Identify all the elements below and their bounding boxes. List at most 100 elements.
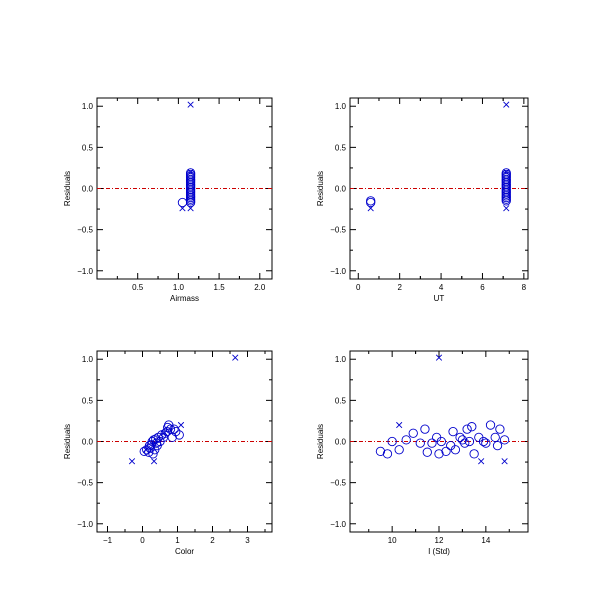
tick-marks: [97, 351, 272, 532]
y-axis-label: Residuals: [316, 424, 325, 459]
cross-marker: [187, 101, 194, 108]
circle-marker: [375, 446, 386, 457]
cross-marker: [396, 421, 403, 429]
panel-i-std: 10 12 14 −1.0 −0.5 0.0 0.5 1.0 I (Std) Residual…: [316, 350, 529, 556]
data-points: [128, 354, 239, 465]
circle-marker: [434, 449, 444, 459]
cross-marker: [435, 354, 443, 361]
y-tick-label: 1.0: [335, 355, 347, 364]
y-tick-label: 1.0: [335, 102, 347, 111]
circle-marker: [174, 430, 184, 440]
cross-marker: [503, 168, 510, 176]
circle-marker: [441, 446, 451, 457]
cross-marker: [142, 446, 150, 453]
x-tick-label: 2.0: [254, 283, 266, 292]
tick-labels: 0 2 4 6 8 −1.0 −0.5 0.0 0.5 1.0: [330, 102, 526, 292]
cross-marker: [150, 458, 158, 465]
y-tick-label: −0.5: [77, 226, 93, 235]
x-tick-label: 1: [175, 536, 180, 545]
cross-marker: [177, 421, 185, 429]
x-tick-label: 6: [480, 283, 485, 292]
cross-marker: [187, 205, 194, 212]
cross-marker: [160, 430, 167, 437]
cross-marker: [503, 205, 510, 212]
circle-marker: [467, 422, 477, 432]
cross-marker: [187, 168, 194, 176]
y-tick-label: −0.5: [330, 479, 346, 488]
y-axis-label: Residuals: [63, 424, 72, 459]
x-tick-label: 12: [435, 536, 444, 545]
y-tick-label: −1.0: [330, 267, 346, 276]
cross-marker: [503, 101, 510, 108]
circle-marker: [499, 435, 510, 445]
circle-marker: [460, 438, 470, 448]
x-tick-label: 1.0: [173, 283, 185, 292]
circle-marker: [394, 445, 404, 455]
circle-marker: [185, 168, 196, 178]
y-tick-label: 0.5: [82, 143, 94, 152]
x-tick-label: 2: [397, 283, 402, 292]
data-points: [375, 354, 510, 465]
tick-labels: −1 0 1 2 3 −1.0 −0.5 0.0 0.5 1.0: [77, 355, 250, 545]
x-tick-label: 8: [522, 283, 527, 292]
y-tick-label: −1.0: [77, 520, 93, 529]
circle-marker: [436, 436, 446, 447]
x-axis-label: Airmass: [170, 294, 199, 303]
circle-marker: [448, 426, 458, 437]
cross-marker: [128, 458, 136, 465]
data-points: [366, 101, 511, 212]
x-tick-label: 14: [481, 536, 490, 545]
x-axis-label: I (Std): [428, 547, 450, 556]
circle-marker: [387, 436, 397, 447]
y-tick-label: 0.0: [335, 438, 347, 447]
cross-marker: [478, 458, 485, 465]
tick-labels: 10 12 14 −1.0 −0.5 0.0 0.5 1.0: [330, 355, 491, 545]
x-tick-label: −1: [103, 536, 113, 545]
x-axis-label: Color: [175, 547, 194, 556]
circle-marker: [401, 435, 411, 445]
y-tick-label: 0.0: [335, 185, 347, 194]
y-tick-label: −1.0: [77, 267, 93, 276]
y-tick-label: −0.5: [330, 226, 346, 235]
cross-marker: [501, 458, 508, 465]
circle-marker: [495, 424, 505, 434]
y-axis-label: Residuals: [316, 171, 325, 206]
x-axis-label: UT: [434, 294, 445, 303]
cross-marker: [367, 205, 374, 212]
circle-marker: [139, 446, 149, 457]
cross-marker: [232, 354, 239, 361]
circle-marker: [144, 440, 155, 451]
y-tick-label: 0.0: [82, 438, 94, 447]
y-tick-label: 1.0: [82, 355, 94, 364]
circle-marker: [169, 424, 179, 434]
circle-marker: [382, 449, 393, 459]
panel-airmass: 0.5 1.0 1.5 2.0 −1.0 −0.5 0.0 0.5 1.0 Airmass Re…: [63, 97, 273, 303]
y-tick-label: 0.5: [335, 143, 347, 152]
x-tick-label: 0.5: [132, 283, 144, 292]
data-points: [177, 101, 196, 212]
circle-marker: [464, 436, 475, 447]
circle-marker: [501, 168, 511, 178]
circle-marker: [415, 438, 425, 448]
circle-marker: [462, 424, 472, 434]
y-tick-label: −0.5: [77, 479, 93, 488]
circle-marker: [478, 436, 489, 447]
y-tick-label: 0.0: [82, 185, 94, 194]
y-tick-label: 0.5: [335, 396, 347, 405]
circle-marker: [408, 428, 418, 438]
panel-color: −1 0 1 2 3 −1.0 −0.5 0.0 0.5 1.0 Color Residuals: [63, 350, 273, 556]
circle-marker: [455, 432, 465, 443]
cross-marker: [179, 205, 186, 212]
y-tick-label: −1.0: [330, 520, 346, 529]
x-tick-label: 0: [140, 536, 145, 545]
x-tick-label: 2: [210, 536, 215, 545]
x-tick-label: 10: [388, 536, 397, 545]
circle-marker: [481, 438, 491, 448]
circle-marker: [469, 449, 479, 459]
x-tick-label: 4: [439, 283, 444, 292]
circle-marker: [457, 435, 468, 445]
circle-marker: [450, 445, 461, 455]
x-tick-label: 0: [356, 283, 361, 292]
